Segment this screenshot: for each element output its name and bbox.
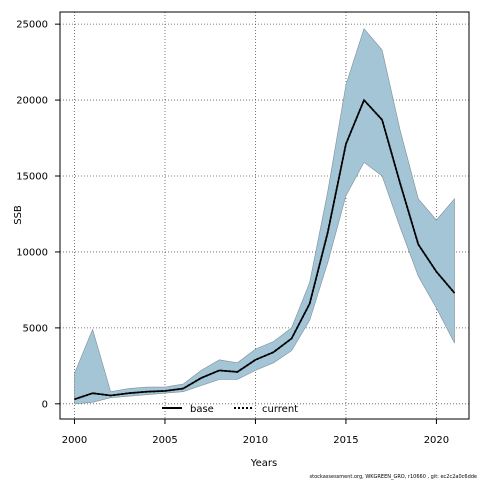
x-tick-label: 2000	[62, 435, 87, 446]
tick-layer: 2000 2005 2010 2015 2020 0 5000 10000 15000 20000…	[16, 20, 449, 446]
legend-label-current: current	[262, 404, 298, 415]
footnote: stockassessment.org, WKGREEN_GRO, r10660…	[310, 474, 477, 480]
confidence-band-layer	[74, 28, 455, 405]
x-tick-label: 2020	[424, 435, 449, 446]
y-axis-title: SSB	[13, 205, 24, 225]
series-line-current	[74, 98, 456, 401]
confidence-band	[74, 28, 455, 405]
x-tick-label: 2015	[333, 435, 358, 446]
y-tick-label: 5000	[23, 323, 48, 334]
legend: base current	[162, 404, 298, 415]
legend-label-base: base	[190, 404, 214, 415]
y-tick-label: 25000	[16, 20, 48, 31]
y-tick-label: 10000	[16, 247, 48, 258]
x-tick-label: 2005	[152, 435, 177, 446]
x-tick-label: 2010	[243, 435, 268, 446]
series-line-layer	[74, 98, 456, 401]
plot-frame	[59, 11, 470, 420]
x-axis-title: Years	[250, 458, 277, 469]
y-tick-label: 20000	[16, 96, 48, 107]
y-tick-label: 15000	[16, 172, 48, 183]
y-tick-label: 0	[42, 399, 48, 410]
